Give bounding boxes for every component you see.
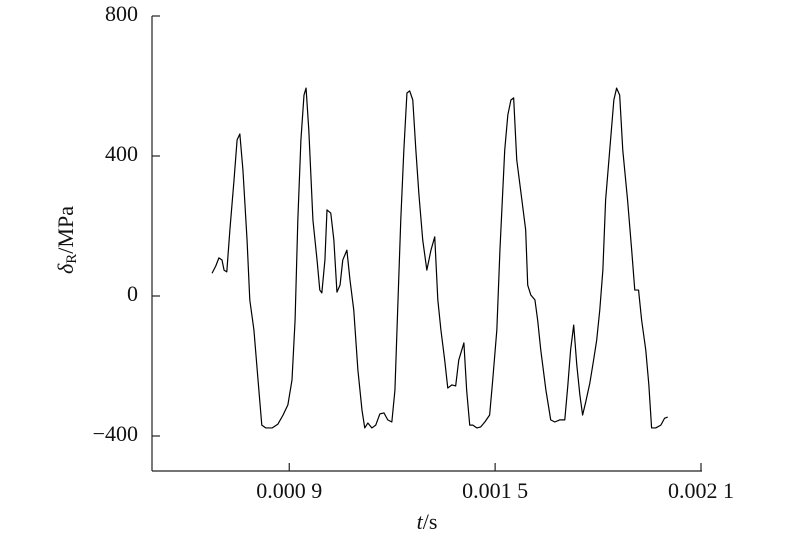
x-tick-label: 0.001 5 bbox=[462, 478, 528, 503]
y-tick-label: 0 bbox=[127, 281, 138, 306]
y-axis-label: δR/MPa bbox=[53, 206, 80, 274]
y-label-symbol: δ bbox=[53, 263, 78, 274]
y-tick-label: 400 bbox=[105, 141, 138, 166]
x-tick-label: 0.002 1 bbox=[668, 478, 734, 503]
y-tick-label: −400 bbox=[93, 421, 138, 446]
y-tick-label: 800 bbox=[105, 1, 138, 26]
x-tick-label: 0.000 9 bbox=[256, 478, 322, 503]
y-label-subscript: R bbox=[64, 254, 80, 264]
x-label-unit: /s bbox=[423, 509, 438, 534]
x-axis-label: t/s bbox=[417, 509, 438, 534]
data-line bbox=[211, 87, 668, 429]
x-label-symbol: t bbox=[417, 509, 424, 534]
y-label-unit: /MPa bbox=[53, 206, 78, 254]
